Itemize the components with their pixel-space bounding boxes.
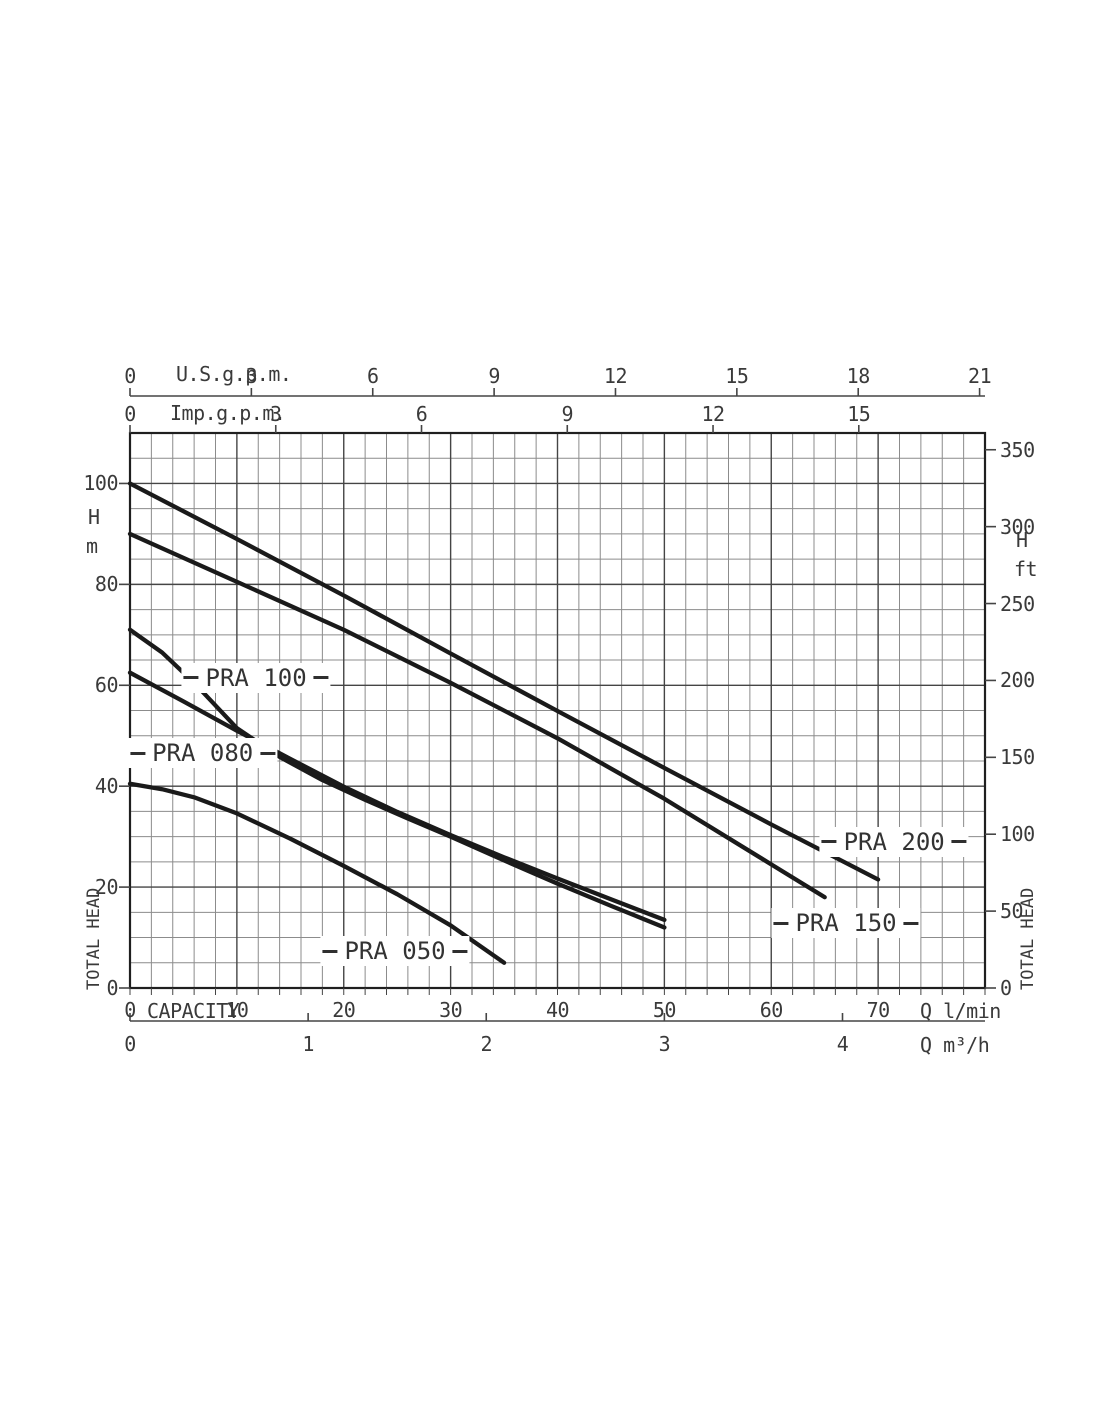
head-ft-tick-label: 150 [1000, 745, 1035, 770]
imp-gpm-tick-label: 6 [415, 402, 428, 426]
lmin-tick-label: 40 [545, 998, 570, 1022]
curve-pra-080 [127, 670, 667, 923]
us-gpm-axis-title: U.S.g.p.m. [176, 362, 292, 386]
us-gpm-tick-label: 12 [603, 364, 628, 388]
lmin-tick-label: 50 [652, 998, 677, 1022]
curve-pra-050 [127, 781, 507, 965]
label-leader-dash [821, 840, 837, 844]
curve-pra-150 [127, 531, 827, 900]
imp-gpm-tick-label: 9 [561, 402, 574, 426]
head-m-tick-label: 0 [106, 976, 118, 1000]
label-leader-dash [773, 921, 789, 925]
label-leader-dash [130, 751, 146, 755]
label-leader-dash [903, 921, 919, 925]
curve-label-pra-200: PRA 200 [819, 826, 969, 857]
m3h-tick-label: 2 [480, 1032, 493, 1056]
curve-label-pra-080: PRA 080 [128, 738, 278, 769]
head-ft-tick-label: 200 [1000, 668, 1035, 693]
us-gpm-tick-label: 3 [245, 364, 258, 388]
lmin-tick-label: 10 [225, 998, 249, 1022]
imp-gpm-tick-label: 15 [847, 402, 871, 426]
head-ft-tick-label: 350 [1000, 437, 1035, 462]
curve-label-pra-100: PRA 100 [181, 662, 331, 693]
head-ft-tick-label: 0 [1000, 976, 1012, 1000]
lmin-tick-label: 70 [866, 998, 891, 1022]
q-m3h-axis-title: Q m³/h [920, 1033, 990, 1057]
left-axis-unit-h: H [88, 505, 100, 529]
us-gpm-tick-label: 18 [846, 364, 871, 388]
lmin-tick-label: 0 [124, 998, 136, 1022]
us-gpm-tick-label: 6 [366, 364, 379, 388]
lmin-tick-label: 60 [759, 998, 784, 1022]
curve-label-text: PRA 100 [205, 663, 307, 692]
label-leader-dash [951, 840, 967, 844]
m3h-tick-label: 3 [658, 1032, 671, 1056]
head-m-tick-label: 100 [83, 471, 118, 496]
imp-gpm-tick-label: 12 [701, 402, 725, 426]
right-axis-unit-ft: ft [1014, 557, 1038, 581]
curve-pra-200 [127, 481, 881, 882]
head-ft-tick-label: 50 [1000, 899, 1024, 924]
imp-gpm-tick-label: 3 [269, 402, 282, 426]
lmin-tick-label: 20 [332, 998, 356, 1022]
m3h-tick-label: 4 [836, 1032, 849, 1056]
curve-label-text: PRA 200 [843, 827, 945, 856]
head-ft-tick-label: 250 [1000, 591, 1035, 616]
label-leader-dash [183, 676, 199, 680]
head-ft-tick-label: 100 [1000, 822, 1035, 847]
right-axis-unit-h: H [1016, 528, 1028, 552]
head-ft-tick-label: 300 [1000, 514, 1035, 539]
m3h-tick-label: 1 [302, 1032, 314, 1056]
us-gpm-tick-label: 15 [725, 364, 749, 388]
curve-label-pra-050: PRA 050 [320, 936, 470, 967]
curve-label-text: PRA 150 [795, 909, 897, 938]
head-m-tick-label: 60 [94, 673, 119, 698]
curve-label-text: PRA 080 [152, 739, 254, 768]
lmin-tick-label: 30 [439, 998, 463, 1022]
label-leader-dash [313, 676, 329, 680]
m3h-tick-label: 0 [124, 1032, 136, 1056]
curve-label-text: PRA 050 [344, 937, 446, 966]
head-m-tick-label: 80 [94, 572, 119, 597]
us-gpm-tick-label: 0 [124, 364, 136, 388]
imp-gpm-tick-label: 0 [124, 402, 136, 426]
q-lmin-axis-title: Q l/min [920, 999, 1001, 1023]
capacity-axis-title: CAPACITY [147, 999, 240, 1023]
label-leader-dash [260, 751, 276, 755]
left-axis-unit-m: m [86, 534, 98, 558]
head-m-tick-label: 20 [94, 875, 119, 900]
label-leader-dash [452, 949, 468, 953]
imp-gpm-axis-title: Imp.g.p.m. [170, 401, 286, 425]
us-gpm-tick-label: 21 [968, 364, 992, 388]
label-leader-dash [322, 949, 338, 953]
left-axis-total-head-label: TOTAL HEAD [84, 887, 104, 990]
curve-label-pra-150: PRA 150 [771, 908, 921, 939]
us-gpm-tick-label: 9 [488, 364, 500, 388]
head-m-tick-label: 40 [94, 774, 119, 799]
